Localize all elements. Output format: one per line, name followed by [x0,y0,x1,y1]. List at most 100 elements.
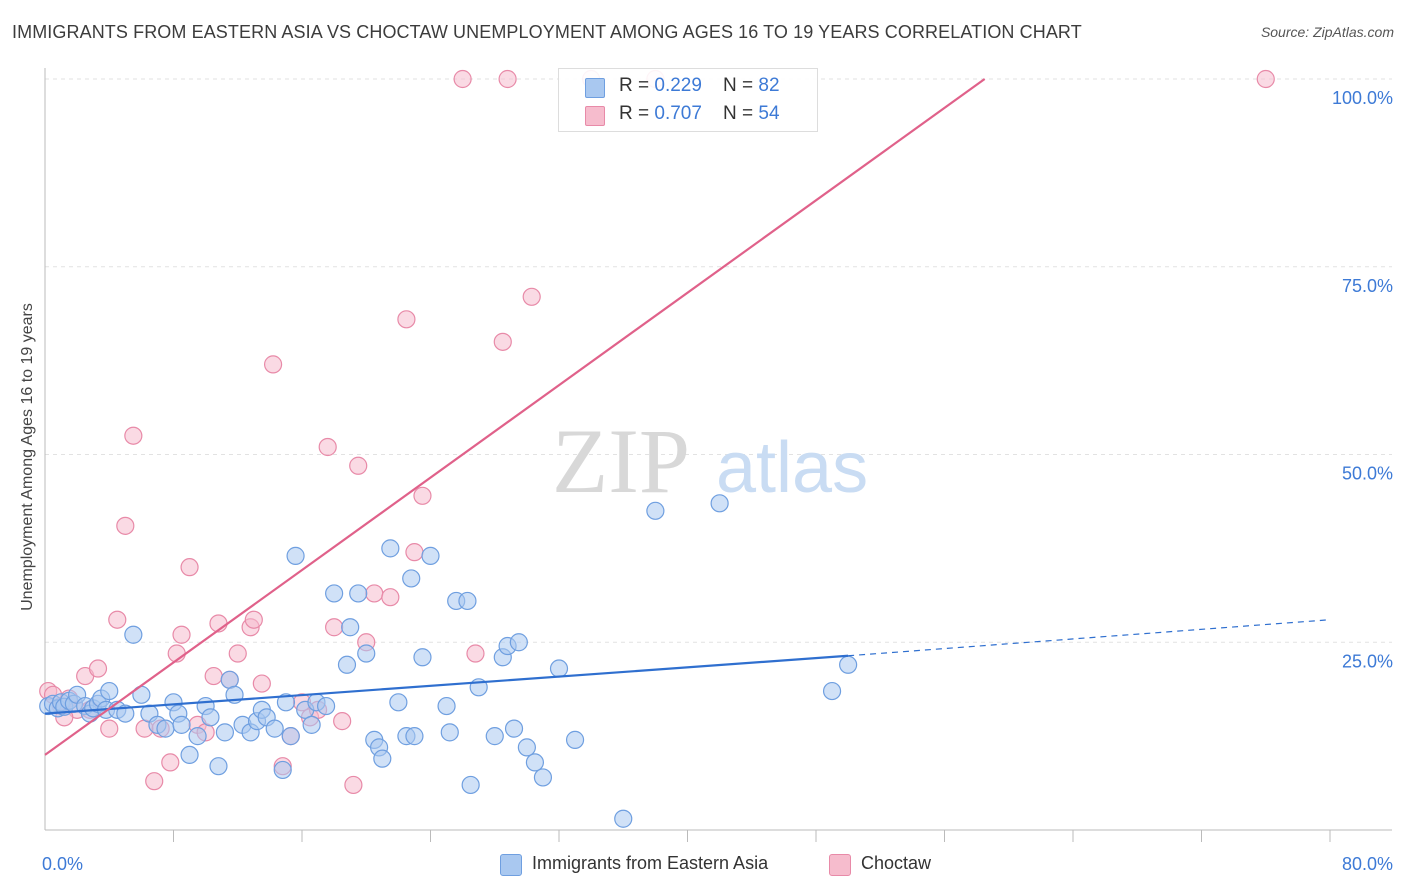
eastern-asia-point [325,584,344,603]
eastern-asia-point [273,760,292,780]
eastern-asia-point [525,753,545,772]
y-axis-label: Unemployment Among Ages 16 to 19 years [19,303,36,611]
choctaw-point [172,625,191,644]
legend-n-value: 82 [758,75,780,96]
eastern-asia-point [316,696,336,716]
eastern-asia-point [337,655,357,674]
eastern-asia-point [509,633,528,652]
legend-r-label: R = [619,75,655,96]
eastern-asia-point [281,727,300,746]
eastern-asia-point [485,727,504,746]
tick-labels: 100.0% 75.0% 50.0% 25.0% 0.0% 80.0% [42,88,1393,874]
source-label: Source: ZipAtlas.com [1260,24,1394,40]
eastern-asia-point [276,693,296,712]
choctaw-point [466,644,485,663]
bottom-legend-label: Choctaw [861,853,932,873]
bottom-legend-swatch-pink [829,854,851,876]
choctaw-point [325,618,344,637]
legend-swatch-blue [585,78,605,98]
eastern-asia-point [286,546,305,565]
choctaw-trend-line [44,78,986,756]
watermark-atlas: atlas [716,428,868,508]
eastern-asia-point [220,670,239,689]
choctaw-point [124,426,143,445]
eastern-asia-point [389,693,408,712]
legend-n-label: N = [723,75,759,96]
eastern-asia-point [373,749,392,768]
choctaw-point [522,287,541,306]
choctaw-point [161,753,180,772]
choctaw-point [493,332,512,351]
eastern-asia-point [839,655,858,674]
legend-r-value: 0.229 [654,75,702,96]
eastern-asia-point [614,809,633,828]
eastern-asia-point [116,704,135,723]
choctaw-point [145,772,164,791]
choctaw-point [397,310,416,329]
choctaw-point [498,69,517,89]
choctaw-point [108,610,127,629]
y-tick-label: 100.0% [1332,88,1393,108]
choctaw-point [365,584,384,603]
eastern-asia-point [461,775,480,795]
bottom-legend-swatch-blue [500,854,522,876]
eastern-asia-point [822,681,842,701]
x-tick-label: 80.0% [1342,854,1393,874]
eastern-asia-point [405,727,424,746]
choctaw-point [318,437,337,457]
bottom-legend-label: Immigrants from Eastern Asia [532,853,769,873]
eastern-asia-point [215,723,234,742]
eastern-asia-point [549,659,569,678]
eastern-asia-point [710,494,729,513]
correlation-legend: R = 0.229 N = 82 R = 0.707 N = 54 [558,68,818,132]
y-tick-label: 50.0% [1342,464,1393,484]
legend-r-label: R = [619,103,655,124]
grid-lines [45,78,1392,643]
choctaw-point [263,355,283,374]
choctaw-point [244,610,263,629]
legend-n-label: N = [723,103,759,124]
legend-swatch-pink [585,106,605,126]
eastern-asia-point [504,719,524,738]
choctaw-point [1256,69,1275,89]
eastern-asia-point [188,727,207,746]
eastern-asia-point [357,644,376,663]
legend-n-value: 54 [758,103,780,124]
eastern-asia-point [302,715,321,734]
eastern-asia-trend-line [44,654,849,715]
eastern-asia-trend-extension [848,619,1331,657]
choctaw-point [116,516,135,535]
choctaw-point [381,588,400,607]
eastern-asia-point [265,719,284,738]
legend-r-value: 0.707 [654,103,702,124]
choctaw-point [252,674,271,693]
choctaw-point [100,719,119,738]
eastern-asia-point [349,584,368,603]
eastern-asia-point [458,591,477,611]
choctaw-point [204,666,223,686]
choctaw-point [349,456,368,475]
choctaw-point [405,543,424,562]
eastern-asia-point [565,730,585,749]
eastern-asia-point [381,539,400,558]
eastern-asia-point [440,723,459,742]
choctaw-point [228,644,247,663]
eastern-asia-point [124,625,143,644]
y-tick-label: 25.0% [1342,651,1393,671]
trend-lines [44,78,1331,756]
eastern-asia-point [180,745,199,765]
eastern-asia-point [533,768,553,787]
eastern-asia-point [413,648,432,667]
y-tick-label: 75.0% [1342,276,1393,296]
eastern-asia-point [437,696,456,716]
eastern-asia-point [402,569,421,588]
eastern-asia-point [100,681,119,701]
eastern-asia-point [209,757,228,776]
choctaw-point [453,69,472,89]
eastern-asia-point [172,715,191,734]
watermark: ZIP atlas [552,410,868,512]
choctaw-point [88,659,108,678]
eastern-asia-point [341,618,360,637]
chart-title: IMMIGRANTS FROM EASTERN ASIA VS CHOCTAW … [12,22,1082,42]
